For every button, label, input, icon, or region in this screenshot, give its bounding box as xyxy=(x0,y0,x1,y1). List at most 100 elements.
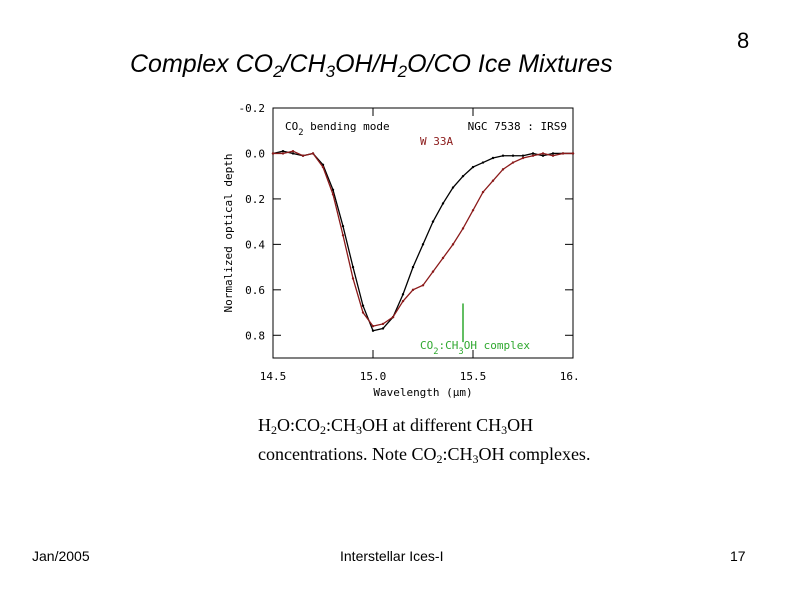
data-point xyxy=(331,193,335,196)
data-point xyxy=(491,156,495,160)
data-point xyxy=(291,149,295,153)
caption-part: :CH xyxy=(326,415,357,435)
x-tick-label: 14.5 xyxy=(260,370,287,383)
footer-title: Interstellar Ices-I xyxy=(340,548,444,564)
data-point xyxy=(401,293,405,296)
plot-frame xyxy=(272,107,574,359)
data-point xyxy=(291,152,295,155)
caption-part: H xyxy=(258,415,271,435)
data-point xyxy=(561,152,565,155)
data-point xyxy=(491,179,495,182)
caption-sub: 3 xyxy=(472,452,479,466)
x-tick-label: 16.0 xyxy=(560,370,578,383)
legend-w33a: W 33A xyxy=(420,135,453,148)
title-part: /CH xyxy=(282,50,326,78)
footer-page-number: 17 xyxy=(730,548,746,564)
data-point xyxy=(361,304,365,307)
data-point xyxy=(421,284,425,287)
data-point xyxy=(441,202,445,205)
data-point xyxy=(461,174,465,178)
data-point xyxy=(541,152,545,155)
data-point xyxy=(551,152,555,155)
data-point xyxy=(511,154,515,157)
caption-sub: 2 xyxy=(320,423,327,437)
y-axis-label: Normalized optical depth xyxy=(222,154,235,313)
data-point xyxy=(311,152,315,155)
data-point xyxy=(381,327,385,330)
text-part: bending mode xyxy=(304,120,390,133)
caption-part: OH concentrations. Note CO xyxy=(258,415,534,464)
data-point xyxy=(271,152,275,155)
title-sub: 2 xyxy=(397,62,408,81)
data-point xyxy=(281,149,285,153)
caption-sub: 3 xyxy=(356,423,363,437)
footer-date: Jan/2005 xyxy=(32,548,90,564)
caption-part: :CH xyxy=(442,444,473,464)
data-point xyxy=(391,315,395,319)
data-point xyxy=(521,156,525,160)
text-part: CO xyxy=(285,120,298,133)
data-point xyxy=(371,329,375,332)
data-point xyxy=(451,186,455,189)
data-point xyxy=(301,154,305,157)
data-point xyxy=(471,209,475,212)
data-point xyxy=(521,154,525,157)
data-point xyxy=(411,288,415,292)
data-point xyxy=(461,227,465,230)
y-tick-label: 0.8 xyxy=(245,329,265,342)
data-point xyxy=(471,165,475,169)
text-part: OH complex xyxy=(464,339,531,352)
title-sub: 3 xyxy=(325,62,336,81)
text-part: CO xyxy=(420,339,433,352)
data-point xyxy=(421,243,425,246)
data-point xyxy=(481,190,485,194)
complex-annotation: CO2:CH3OH complex xyxy=(420,339,530,357)
y-tick-label: -0.2 xyxy=(239,102,266,115)
legend-irs9: NGC 7538 : IRS9 xyxy=(468,120,567,133)
data-point xyxy=(361,311,365,314)
caption-sub: 3 xyxy=(501,423,508,437)
spectrum-chart: 14.5 15.0 15.5 16.0 -0.2 0.0 0.2 0.4 0.6 0.8 Wavel… xyxy=(222,102,578,399)
caption-part: O:CO xyxy=(277,415,321,435)
x-axis-label: Wavelength (μm) xyxy=(373,386,472,399)
y-tick-label: 0.4 xyxy=(245,238,265,251)
band-annotation: CO2 bending mode xyxy=(285,120,390,138)
data-point xyxy=(351,277,355,280)
title-part: Complex CO xyxy=(130,50,274,78)
title-part: OH/H xyxy=(335,50,398,78)
data-point xyxy=(281,152,285,155)
data-point xyxy=(341,234,345,237)
data-point xyxy=(541,154,545,157)
data-point xyxy=(571,152,575,155)
data-point xyxy=(551,154,555,157)
data-point xyxy=(351,265,355,269)
data-point xyxy=(531,152,535,155)
figure-caption: H2O:CO2:CH3OH at different CH3OH concent… xyxy=(258,413,618,471)
data-point xyxy=(331,188,335,192)
caption-part: OH at different CH xyxy=(362,415,502,435)
data-point xyxy=(321,165,325,169)
caption-sub: 2 xyxy=(271,423,277,437)
data-point xyxy=(371,324,375,328)
text-part: :CH xyxy=(439,339,459,352)
data-point xyxy=(531,154,535,157)
x-tick-label: 15.0 xyxy=(360,370,387,383)
series-line-w33a xyxy=(273,150,573,327)
y-tick-label: 0.6 xyxy=(245,284,265,297)
slide-title: Complex CO2/CH3OH/H2O/CO Ice Mixtures xyxy=(130,50,613,82)
text-part: 2 xyxy=(298,128,303,138)
series-line-irs9 xyxy=(272,150,573,332)
text-part: 3 xyxy=(458,347,463,357)
caption-sub: 2 xyxy=(436,452,443,466)
data-point xyxy=(451,243,455,246)
y-tick-label: 0.0 xyxy=(245,147,265,160)
caption-part: OH complexes. xyxy=(478,444,591,464)
text-part: 2 xyxy=(433,347,438,357)
data-point xyxy=(441,256,445,260)
y-tick-label: 0.2 xyxy=(245,193,265,206)
data-point xyxy=(511,161,515,164)
data-point xyxy=(401,299,405,303)
title-sub: 2 xyxy=(273,62,283,81)
title-part: O/CO Ice Mixtures xyxy=(407,50,613,78)
data-point xyxy=(501,154,505,157)
